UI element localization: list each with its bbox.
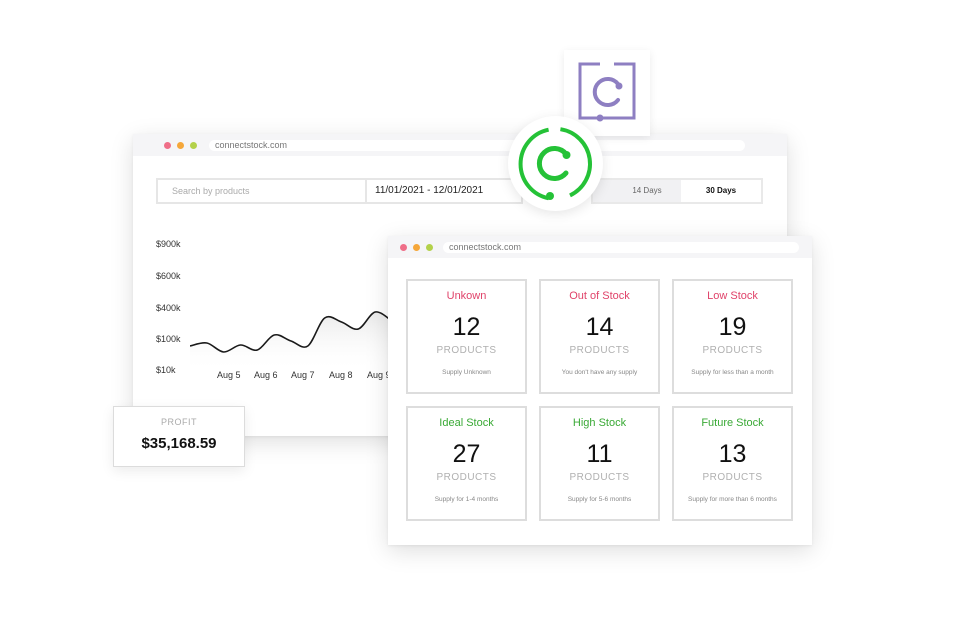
chart-series-line [190,311,392,353]
y-tick-label: $400k [156,303,181,313]
card-unit: PRODUCTS [569,345,630,356]
card-subtitle: Supply Unknown [442,369,491,376]
date-range-picker[interactable]: 11/01/2021 - 12/01/2021 [365,178,523,204]
close-dot[interactable] [164,142,171,149]
minimize-dot[interactable] [177,142,184,149]
card-count: 14 [585,313,614,341]
profit-card: PROFIT $35,168.59 [113,406,245,467]
minimize-dot[interactable] [413,244,420,251]
card-title: Future Stock [701,417,764,429]
stock-card-ideal-stock[interactable]: Ideal Stock 27 PRODUCTS Supply for 1-4 m… [406,406,527,521]
card-title: High Stock [572,417,627,429]
range-14-days-button[interactable]: 14 Days [632,186,662,195]
card-unit: PRODUCTS [436,345,497,356]
card-subtitle: Supply for 1-4 months [434,496,499,503]
card-subtitle: You don't have any supply [561,369,638,376]
card-title: Low Stock [707,290,758,302]
chart-area-fill [190,311,392,372]
card-count: 19 [718,313,747,341]
stock-summary-window: connectstock.com Unkown 12 PRODUCTS Supp… [388,236,812,545]
search-input[interactable]: Search by products [156,178,370,204]
card-unit: PRODUCTS [569,472,630,483]
y-tick-label: $10k [156,365,176,375]
connectstock-logo-icon [518,127,592,201]
card-title: Ideal Stock [439,417,494,429]
x-tick-label: Aug 7 [291,370,315,380]
close-dot[interactable] [400,244,407,251]
green-logo-badge [508,116,603,211]
card-unit: PRODUCTS [702,345,763,356]
range-toggle: 14 Days 30 Days [591,178,763,204]
window-titlebar: connectstock.com [133,134,787,156]
profit-value: $35,168.59 [141,435,217,452]
y-tick-label: $900k [156,239,181,249]
card-title: Unkown [446,290,487,302]
x-tick-label: Aug 8 [329,370,353,380]
stock-card-low-stock[interactable]: Low Stock 19 PRODUCTS Supply for less th… [672,279,793,394]
x-tick-label: Aug 5 [217,370,241,380]
address-bar[interactable]: connectstock.com [443,242,799,253]
card-subtitle: Supply for less than a month [691,369,774,376]
profit-line-chart [190,311,392,372]
maximize-dot[interactable] [190,142,197,149]
window-titlebar: connectstock.com [388,236,812,258]
card-subtitle: Supply for more than 6 months [688,496,777,503]
profit-label: PROFIT [161,417,197,427]
stock-card-high-stock[interactable]: High Stock 11 PRODUCTS Supply for 5-6 mo… [539,406,660,521]
address-bar[interactable]: connectstock.com [209,140,745,151]
card-count: 11 [586,440,613,468]
range-30-days-button[interactable]: 30 Days [681,180,761,202]
card-unit: PRODUCTS [702,472,763,483]
stock-card-out-of-stock[interactable]: Out of Stock 14 PRODUCTS You don't have … [539,279,660,394]
x-tick-label: Aug 9 [367,370,391,380]
card-title: Out of Stock [569,290,630,302]
card-unit: PRODUCTS [436,472,497,483]
maximize-dot[interactable] [426,244,433,251]
y-tick-label: $100k [156,334,181,344]
stock-card-unknown[interactable]: Unkown 12 PRODUCTS Supply Unknown [406,279,527,394]
card-subtitle: Supply for 5-6 months [567,496,632,503]
card-count: 27 [452,440,481,468]
x-tick-label: Aug 6 [254,370,278,380]
connectstock-logo-icon [578,62,636,122]
y-tick-label: $600k [156,271,181,281]
card-count: 13 [718,440,747,468]
card-count: 12 [452,313,481,341]
stock-card-future-stock[interactable]: Future Stock 13 PRODUCTS Supply for more… [672,406,793,521]
